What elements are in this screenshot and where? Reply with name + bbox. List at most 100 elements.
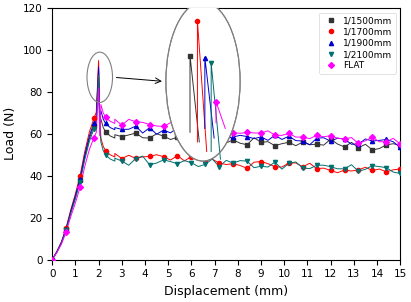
Line: 1/1500mm: 1/1500mm (50, 124, 402, 262)
Line: FLAT: FLAT (50, 115, 402, 262)
Line: 1/1900mm: 1/1900mm (50, 120, 402, 262)
1/1700mm (217, 161, 222, 165)
1/2100mm (384, 166, 389, 169)
1/2100mm (217, 165, 222, 169)
1/1900mm (342, 137, 347, 141)
1/1500mm (245, 143, 249, 146)
FLAT (64, 230, 69, 234)
FLAT (259, 131, 263, 135)
1/2100mm (133, 157, 138, 160)
1/1500mm (161, 134, 166, 138)
1/1900mm (370, 139, 375, 143)
1/2100mm (64, 228, 69, 232)
1/1700mm (356, 168, 361, 172)
FLAT (370, 135, 375, 139)
1/2100mm (50, 258, 55, 261)
1/1500mm (217, 140, 222, 143)
FLAT (175, 121, 180, 124)
Legend: 1/1500mm, 1/1700mm, 1/1900mm, 1/2100mm, FLAT: 1/1500mm, 1/1700mm, 1/1900mm, 1/2100mm, … (319, 13, 396, 74)
1/1900mm (398, 146, 403, 149)
1/2100mm (398, 172, 403, 175)
1/2100mm (103, 153, 108, 157)
1/1700mm (203, 158, 208, 162)
Ellipse shape (166, 2, 240, 161)
1/1700mm (103, 149, 108, 153)
1/1700mm (245, 166, 249, 170)
1/1900mm (217, 135, 222, 139)
1/2100mm (119, 159, 124, 163)
1/1700mm (119, 157, 124, 160)
1/2100mm (314, 163, 319, 167)
FLAT (384, 140, 389, 144)
FLAT (161, 125, 166, 128)
1/1500mm (119, 135, 124, 138)
1/1900mm (286, 134, 291, 138)
1/1900mm (314, 137, 319, 140)
1/1500mm (259, 140, 263, 144)
1/1700mm (286, 161, 291, 165)
1/1500mm (103, 130, 108, 133)
1/1900mm (259, 135, 263, 139)
1/1900mm (203, 131, 208, 135)
1/1500mm (189, 139, 194, 142)
1/1700mm (161, 155, 166, 159)
Y-axis label: Load (N): Load (N) (4, 107, 17, 160)
1/1700mm (342, 168, 347, 172)
1/1700mm (328, 169, 333, 172)
1/1700mm (147, 155, 152, 158)
1/1900mm (384, 138, 389, 141)
1/1500mm (314, 142, 319, 146)
1/1700mm (133, 157, 138, 160)
1/1500mm (272, 144, 277, 147)
FLAT (342, 137, 347, 141)
1/1900mm (147, 126, 152, 130)
1/1700mm (78, 174, 83, 178)
1/2100mm (203, 162, 208, 166)
1/1900mm (119, 127, 124, 131)
1/1900mm (133, 124, 138, 128)
1/1500mm (50, 258, 55, 261)
1/1900mm (103, 122, 108, 125)
1/1900mm (245, 135, 249, 138)
Line: 1/2100mm: 1/2100mm (50, 127, 402, 262)
1/1900mm (78, 177, 83, 180)
1/1700mm (189, 155, 194, 159)
1/2100mm (78, 180, 83, 184)
1/1500mm (370, 148, 375, 152)
FLAT (398, 142, 403, 146)
1/1700mm (64, 226, 69, 230)
1/1500mm (147, 136, 152, 140)
1/1700mm (398, 167, 403, 171)
1/1900mm (328, 140, 333, 143)
1/1700mm (384, 170, 389, 174)
1/1900mm (64, 227, 69, 230)
FLAT (133, 120, 138, 124)
1/1900mm (272, 133, 277, 137)
1/1500mm (356, 146, 361, 149)
1/1900mm (175, 126, 180, 130)
1/1500mm (64, 228, 69, 231)
1/2100mm (92, 127, 97, 130)
FLAT (103, 115, 108, 119)
Line: 1/1700mm: 1/1700mm (50, 116, 402, 262)
1/2100mm (245, 159, 249, 163)
1/1700mm (92, 117, 97, 120)
FLAT (119, 124, 124, 127)
1/2100mm (175, 162, 180, 165)
1/1500mm (328, 137, 333, 141)
FLAT (92, 136, 97, 140)
FLAT (189, 127, 194, 131)
1/1500mm (133, 131, 138, 135)
1/1900mm (231, 135, 236, 139)
1/2100mm (147, 163, 152, 167)
1/1500mm (203, 143, 208, 146)
1/1500mm (175, 135, 180, 139)
1/1700mm (259, 160, 263, 163)
1/2100mm (370, 164, 375, 168)
1/1500mm (384, 143, 389, 147)
1/2100mm (272, 160, 277, 164)
FLAT (328, 134, 333, 137)
X-axis label: Displacement (mm): Displacement (mm) (164, 285, 288, 298)
1/1900mm (356, 142, 361, 146)
1/1900mm (92, 121, 97, 124)
